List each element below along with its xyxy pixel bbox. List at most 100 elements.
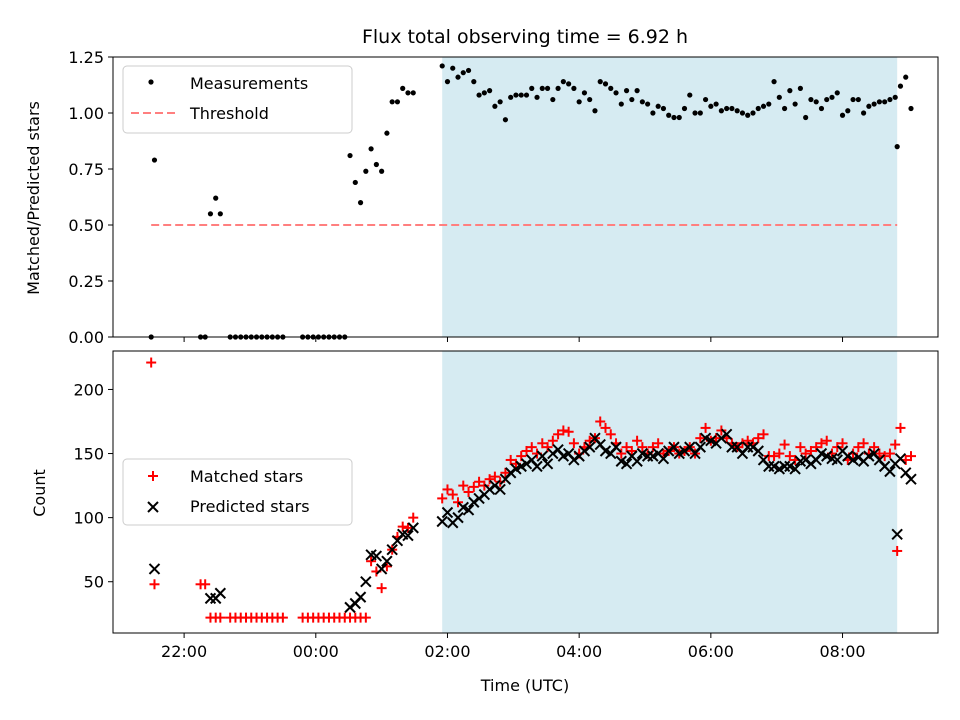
observing-window-span [442,57,898,337]
cross-stroke-b [360,576,372,588]
y-tick-label: 0.25 [68,272,104,291]
predicted-star-marker [678,445,691,457]
measurement-point [481,90,487,96]
measurement-point [379,168,385,174]
matched-star-marker [595,416,606,427]
observing-window-span [442,351,898,633]
measurement-point [739,110,746,116]
measurement-point [560,79,566,85]
cross-stroke-b [452,511,464,524]
measurement-point [465,67,472,74]
predicted-star-marker [386,543,398,556]
measurement-point [576,99,582,105]
measurement-point [808,96,814,103]
matched-star-marker [784,451,795,462]
y-tick-label: 200 [73,380,104,399]
cross-stroke-b [815,447,828,460]
cross-stroke-b [873,454,886,466]
predicted-star-marker [344,601,356,614]
measurement-point [760,103,767,109]
cross-stroke-b [214,587,227,599]
cross-stroke-b [578,445,591,457]
measurement-point [357,200,364,206]
measurement-point [450,65,456,71]
measurement-point [410,90,416,96]
predicted-star-marker [805,458,817,470]
cross-stroke-b [547,447,559,460]
matched-star-marker [146,357,157,368]
measurement-point [771,79,777,85]
x-tick-label: 00:00 [293,642,339,661]
measurement-point [818,105,825,112]
x-axis-label: Time (UTC) [480,676,569,695]
matched-star-marker [408,512,419,523]
cross-stroke-b [599,445,612,457]
cross-stroke-b [678,445,691,457]
bottom-plot-marks [146,357,917,623]
matched-star-marker [879,451,890,462]
measurement-point [745,112,751,118]
measurement-point [550,96,556,103]
x-tick-label: 04:00 [556,642,602,661]
cross-stroke-b [631,455,643,467]
measurement-point [829,94,835,100]
cross-stroke-b [147,501,159,513]
measurement-point [655,103,661,109]
measurement-point [373,161,379,168]
measurement-point [892,94,898,100]
cross-stroke-b [468,496,480,508]
cross-stroke-b [583,441,596,453]
predicted-star-marker [620,458,633,470]
measurement-point [876,99,883,105]
measurement-point [592,108,598,114]
cross-stroke-b [552,443,564,456]
predicted-star-marker [402,529,414,542]
predicted-star-marker [483,483,496,496]
measurement-point [213,195,219,201]
measurement-point [729,105,735,112]
cross-stroke-b [562,447,575,460]
y-tick-label: 100 [73,509,104,528]
matched-star-marker [753,433,764,444]
measurement-point [508,94,514,100]
matched-star-marker [453,497,464,508]
measurement-point [571,85,577,91]
top-y-axis-label: Matched/Predicted stars [24,101,43,295]
matched-star-marker [758,429,769,440]
measurement-point [845,108,851,114]
measurement-point [903,74,909,80]
bottom-x-ticks: 22:00 00:00 02:00 04:00 06:00 08:00 [161,633,866,661]
measurement-point [492,103,498,109]
measurement-point [555,85,561,91]
y-tick-label: 1.00 [68,104,104,123]
measurement-point [787,88,793,94]
predicted-star-marker [884,465,896,478]
measurement-point [839,112,846,118]
cross-stroke-b [878,460,891,473]
matched-star-marker [858,438,869,449]
cross-stroke-b [148,563,161,575]
cross-stroke-b [489,479,501,492]
predicted-star-marker [547,447,559,460]
cross-stroke-b [891,528,903,541]
measurement-point [887,96,893,103]
predicted-star-marker [720,428,733,441]
matched-star-marker [895,422,906,433]
top-legend: Measurements Threshold [122,65,353,134]
top-background [442,57,898,337]
predicted-star-marker [894,452,907,465]
measurement-point [581,90,588,96]
predicted-star-marker [473,492,485,505]
matched-star-marker [695,433,706,444]
measurement-point [394,99,401,105]
measurement-point [660,105,667,112]
matched-star-marker [148,471,158,481]
measurement-point [697,110,703,116]
matched-star-marker [553,429,564,440]
measurement-point [750,110,756,116]
predicted-star-marker [789,463,801,475]
measurement-point [513,92,519,98]
matched-star-marker [563,426,574,437]
cross-stroke-b [436,515,448,528]
measurement-point [792,101,798,107]
